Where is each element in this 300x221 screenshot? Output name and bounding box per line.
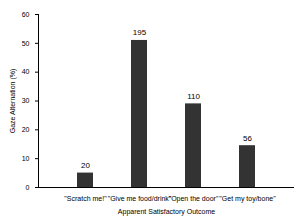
svg-text:40: 40 (22, 68, 30, 75)
svg-text:195: 195 (133, 28, 147, 37)
svg-text:Gaze Alternation (%): Gaze Alternation (%) (9, 69, 17, 134)
svg-text:30: 30 (22, 97, 30, 104)
svg-text:20: 20 (81, 161, 90, 170)
svg-text:20: 20 (22, 126, 30, 133)
svg-text:60: 60 (22, 11, 30, 18)
svg-text:56: 56 (243, 134, 252, 143)
svg-text:"Scratch me!": "Scratch me!" (64, 195, 107, 202)
svg-text:10: 10 (22, 155, 30, 162)
svg-text:110: 110 (187, 92, 200, 101)
svg-text:"Get my toy/bone": "Get my toy/bone" (219, 195, 276, 203)
svg-text:"Open the door": "Open the door" (169, 195, 219, 203)
svg-text:50: 50 (22, 40, 30, 47)
svg-text:Apparent Satisfactory Outcome: Apparent Satisfactory Outcome (118, 208, 215, 216)
svg-text:0: 0 (26, 184, 30, 191)
svg-text:"Give me food/drink": "Give me food/drink" (108, 195, 172, 202)
